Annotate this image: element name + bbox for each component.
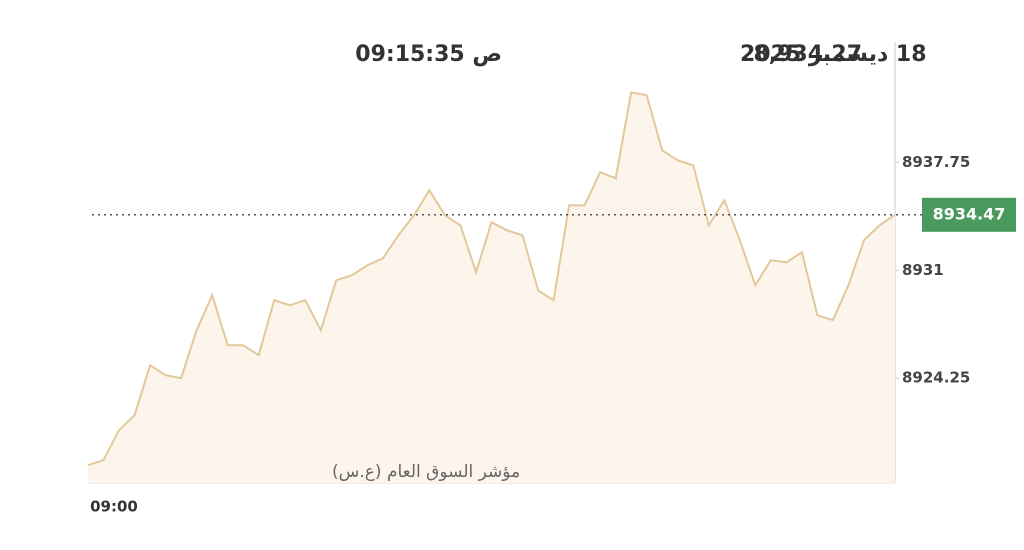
y-tick-label: 8924.25	[902, 369, 970, 387]
y-tick-label: 8937.75	[902, 153, 970, 171]
x-tick-label: 09:00	[90, 498, 138, 516]
watermark: مؤشر السوق العام (ع.س)	[332, 462, 520, 482]
last-value-box	[922, 197, 1016, 232]
line	[87, 91, 896, 467]
header-date: 18 ديسمبر 2025	[740, 42, 927, 67]
header-time: 09:15:35 ص	[355, 42, 502, 67]
last-value-label: 8934.47	[933, 204, 1006, 223]
area	[88, 92, 895, 484]
header-price: 8,934.27	[753, 42, 862, 67]
y-tick-label: 8931	[902, 261, 944, 279]
